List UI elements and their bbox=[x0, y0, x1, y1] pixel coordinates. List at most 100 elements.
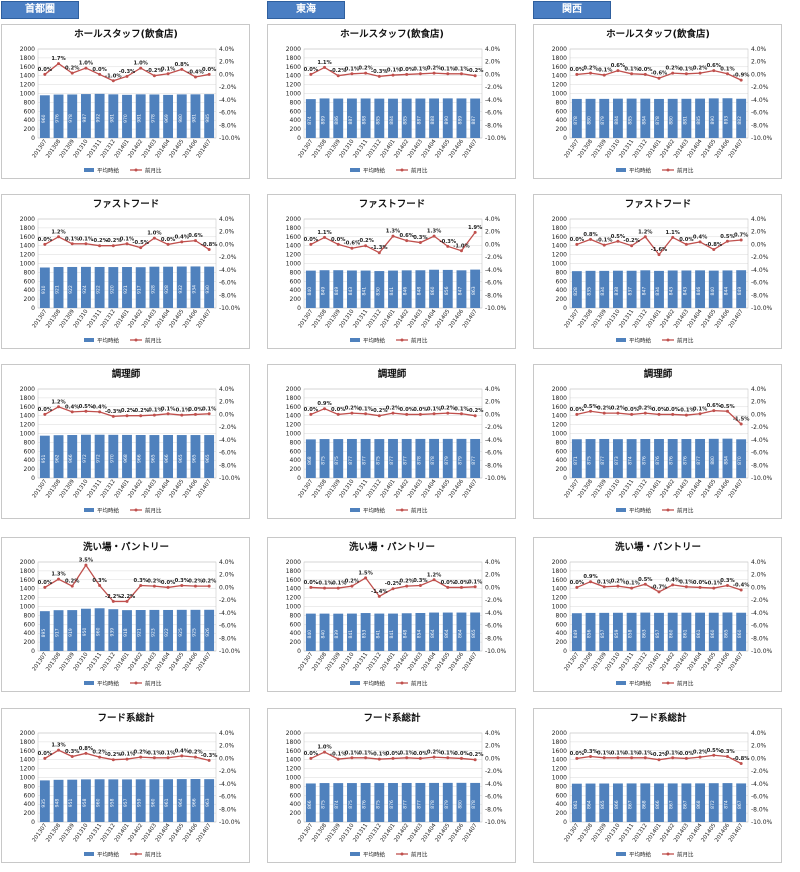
bar-value-label: 887 bbox=[471, 116, 477, 125]
bar-value-label: 960 bbox=[96, 798, 102, 807]
bar-value-label: 889 bbox=[457, 116, 463, 125]
y-left-tick: 200 bbox=[556, 296, 568, 303]
bar bbox=[626, 98, 637, 138]
bar-value-label: 884 bbox=[723, 456, 729, 465]
bar bbox=[681, 98, 692, 138]
bar-value-label: 951 bbox=[41, 455, 47, 464]
line-point bbox=[377, 74, 381, 78]
y-right-tick: 2.0% bbox=[219, 743, 235, 750]
line-point bbox=[473, 585, 477, 589]
line-point bbox=[616, 411, 620, 415]
region-tab-kansai[interactable]: 関西 bbox=[533, 1, 611, 19]
bar bbox=[736, 98, 747, 138]
y-left-tick: 1400 bbox=[286, 757, 301, 764]
line-point bbox=[377, 414, 381, 418]
bar-value-label: 884 bbox=[641, 116, 647, 125]
line-point bbox=[391, 587, 395, 591]
bar bbox=[176, 779, 187, 822]
bar bbox=[429, 782, 440, 822]
bar bbox=[149, 266, 160, 308]
legend-line-marker bbox=[666, 338, 670, 342]
bar bbox=[122, 434, 132, 478]
line-point bbox=[602, 585, 606, 589]
bar bbox=[470, 269, 481, 308]
bar bbox=[204, 609, 215, 651]
line-point-label: 0.1% bbox=[399, 750, 414, 756]
y-right-tick: 4.0% bbox=[485, 386, 501, 393]
bar-value-label: 840 bbox=[321, 630, 327, 639]
bar bbox=[388, 270, 398, 308]
bar bbox=[176, 94, 187, 138]
line-point bbox=[684, 72, 688, 76]
bar bbox=[599, 98, 610, 138]
y-right-tick: -2.0% bbox=[219, 597, 237, 604]
y-right-tick: -8.0% bbox=[219, 635, 237, 642]
y-left-tick: 800 bbox=[24, 99, 36, 106]
line-point bbox=[602, 756, 606, 760]
bar-value-label: 877 bbox=[362, 456, 368, 465]
line-point bbox=[725, 584, 729, 588]
bar-value-label: 863 bbox=[641, 629, 647, 638]
bar-value-label: 843 bbox=[348, 287, 354, 296]
line-point-label: -0.8% bbox=[733, 756, 750, 762]
line-point-label: 0.3% bbox=[65, 749, 80, 755]
line-point bbox=[698, 240, 702, 244]
line-point bbox=[712, 409, 716, 413]
line-point-label: 0.0% bbox=[413, 407, 428, 413]
bar-value-label: 880 bbox=[457, 800, 463, 809]
bar bbox=[163, 266, 174, 308]
legend-line-label: 前月比 bbox=[677, 680, 694, 688]
y-right-tick: 0.0% bbox=[485, 411, 501, 418]
line-point-label: 0.2% bbox=[133, 750, 148, 756]
bar-value-label: 917 bbox=[137, 285, 143, 294]
bar bbox=[67, 610, 78, 651]
y-left-tick: 1400 bbox=[20, 586, 35, 593]
bar bbox=[149, 779, 160, 822]
line-point bbox=[139, 414, 143, 418]
bar-value-label: 878 bbox=[471, 800, 477, 809]
bar bbox=[190, 266, 201, 308]
line-point-label: -0.2% bbox=[651, 752, 668, 758]
line-point bbox=[643, 756, 647, 760]
bar-value-label: 889 bbox=[321, 116, 327, 125]
y-left-tick: 200 bbox=[24, 639, 36, 646]
line-point bbox=[657, 253, 661, 257]
legend-line-label: 前月比 bbox=[411, 680, 428, 688]
line-point bbox=[405, 412, 409, 416]
bar bbox=[722, 270, 733, 308]
line-point bbox=[193, 412, 197, 416]
line-point-label: 0.0% bbox=[38, 67, 53, 73]
chart-title: 調理師 bbox=[378, 368, 407, 380]
bar-value-label: 877 bbox=[416, 800, 422, 809]
bar bbox=[39, 780, 50, 822]
line-point-label: 1.0% bbox=[317, 745, 332, 751]
line-point-label: -0.2% bbox=[467, 408, 484, 414]
line-point bbox=[350, 411, 354, 415]
bar-value-label: 968 bbox=[123, 454, 129, 463]
region-tab-shutoken[interactable]: 首都圏 bbox=[1, 1, 79, 19]
bar-value-label: 963 bbox=[205, 798, 211, 807]
line-point bbox=[643, 411, 647, 415]
y-left-tick: 0 bbox=[563, 475, 567, 482]
line-point bbox=[432, 71, 436, 75]
bar bbox=[53, 610, 64, 651]
y-right-tick: -10.0% bbox=[485, 819, 507, 826]
bar-value-label: 840 bbox=[307, 287, 313, 296]
bar-value-label: 879 bbox=[444, 456, 450, 465]
bar-value-label: 867 bbox=[737, 800, 743, 809]
bar bbox=[708, 783, 719, 822]
bar-value-label: 839 bbox=[334, 630, 340, 639]
bar-value-label: 866 bbox=[307, 800, 313, 809]
y-right-tick: 2.0% bbox=[219, 572, 235, 579]
line-point bbox=[446, 72, 450, 76]
line-point bbox=[336, 586, 340, 590]
chart-panel: フード系総計 0 200 400 600 800 1000 1200 1400 1600 1800 2… bbox=[267, 708, 516, 863]
bar-value-label: 841 bbox=[389, 287, 395, 296]
bar-value-label: 930 bbox=[205, 285, 211, 294]
line-point bbox=[57, 748, 61, 752]
region-tab-tokai[interactable]: 東海 bbox=[267, 1, 345, 19]
y-right-tick: -10.0% bbox=[485, 475, 507, 482]
y-left-tick: 600 bbox=[24, 621, 36, 628]
line-point-label: 1.1% bbox=[317, 230, 332, 236]
